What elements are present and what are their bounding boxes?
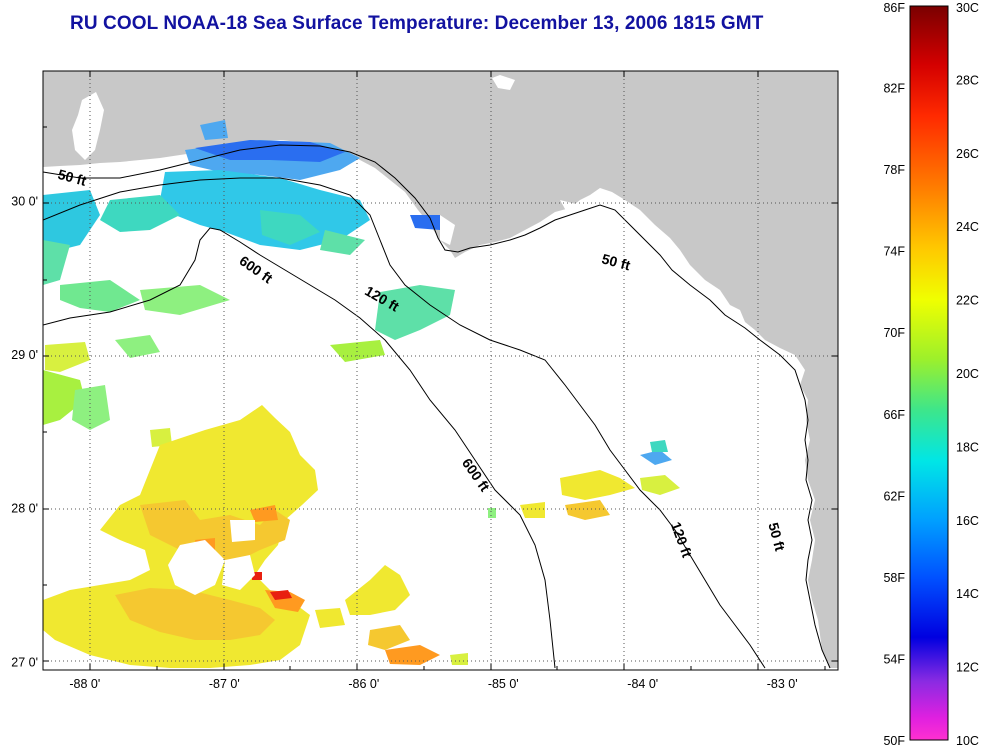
colorbar-f-label: 62F	[883, 489, 905, 503]
colorbar-f-label: 74F	[883, 245, 905, 259]
y-tick-label: 30 0'	[11, 195, 38, 209]
colorbar-c-label: 16C	[956, 514, 979, 528]
colorbar-c-label: 10C	[956, 734, 979, 748]
contour-label: 50 ft	[765, 521, 788, 553]
colorbar-c-label: 18C	[956, 440, 979, 454]
colorbar-c-label: 20C	[956, 367, 979, 381]
colorbar-f-label: 54F	[883, 652, 905, 666]
colorbar: 86F 82F 78F 74F 70F 66F 62F 58F 54F 50F 30C 28C 26C…	[883, 1, 978, 748]
y-tick-labels: 30 0' 29 0' 28 0' 27 0'	[11, 195, 38, 670]
depth-contours	[43, 144, 831, 669]
x-tick-label: -87 0'	[209, 677, 240, 691]
colorbar-f-labels: 86F 82F 78F 74F 70F 66F 62F 58F 54F 50F	[883, 1, 905, 748]
gridlines	[43, 71, 838, 670]
colorbar-f-label: 82F	[883, 82, 905, 96]
colorbar-c-label: 24C	[956, 220, 979, 234]
colorbar-f-label: 70F	[883, 326, 905, 340]
y-tick-label: 27 0'	[11, 655, 38, 669]
axis-ticks	[43, 71, 838, 670]
colorbar-c-label: 22C	[956, 294, 979, 308]
contour-label: 50 ft	[600, 250, 632, 273]
sst-patches	[43, 120, 680, 668]
land-northern-coast	[43, 71, 838, 668]
x-tick-label: -86 0'	[348, 677, 379, 691]
colorbar-c-label: 12C	[956, 661, 979, 675]
map-title: RU COOL NOAA-18 Sea Surface Temperature:…	[70, 13, 764, 34]
x-tick-label: -84 0'	[627, 677, 658, 691]
map-content	[43, 71, 838, 670]
colorbar-c-label: 26C	[956, 147, 979, 161]
colorbar-f-label: 66F	[883, 408, 905, 422]
colorbar-c-label: 28C	[956, 73, 979, 87]
colorbar-f-label: 86F	[883, 1, 905, 15]
x-tick-label: -83 0'	[767, 677, 798, 691]
x-tick-label: -85 0'	[488, 677, 519, 691]
map-frame	[42, 70, 839, 671]
colorbar-c-labels: 30C 28C 26C 24C 22C 20C 18C 16C 14C 12C 10C	[956, 1, 979, 748]
colorbar-gradient	[909, 5, 949, 741]
contour-label: 50 ft	[56, 166, 88, 189]
x-tick-labels: -88 0' -87 0' -86 0' -85 0' -84 0' -83 0'	[69, 677, 797, 691]
y-tick-label: 29 0'	[11, 348, 38, 362]
colorbar-c-label: 30C	[956, 1, 979, 15]
x-tick-label: -88 0'	[69, 677, 100, 691]
colorbar-f-label: 50F	[883, 734, 905, 748]
colorbar-f-label: 58F	[883, 571, 905, 585]
colorbar-f-label: 78F	[883, 163, 905, 177]
colorbar-c-label: 14C	[956, 587, 979, 601]
y-tick-label: 28 0'	[11, 502, 38, 516]
